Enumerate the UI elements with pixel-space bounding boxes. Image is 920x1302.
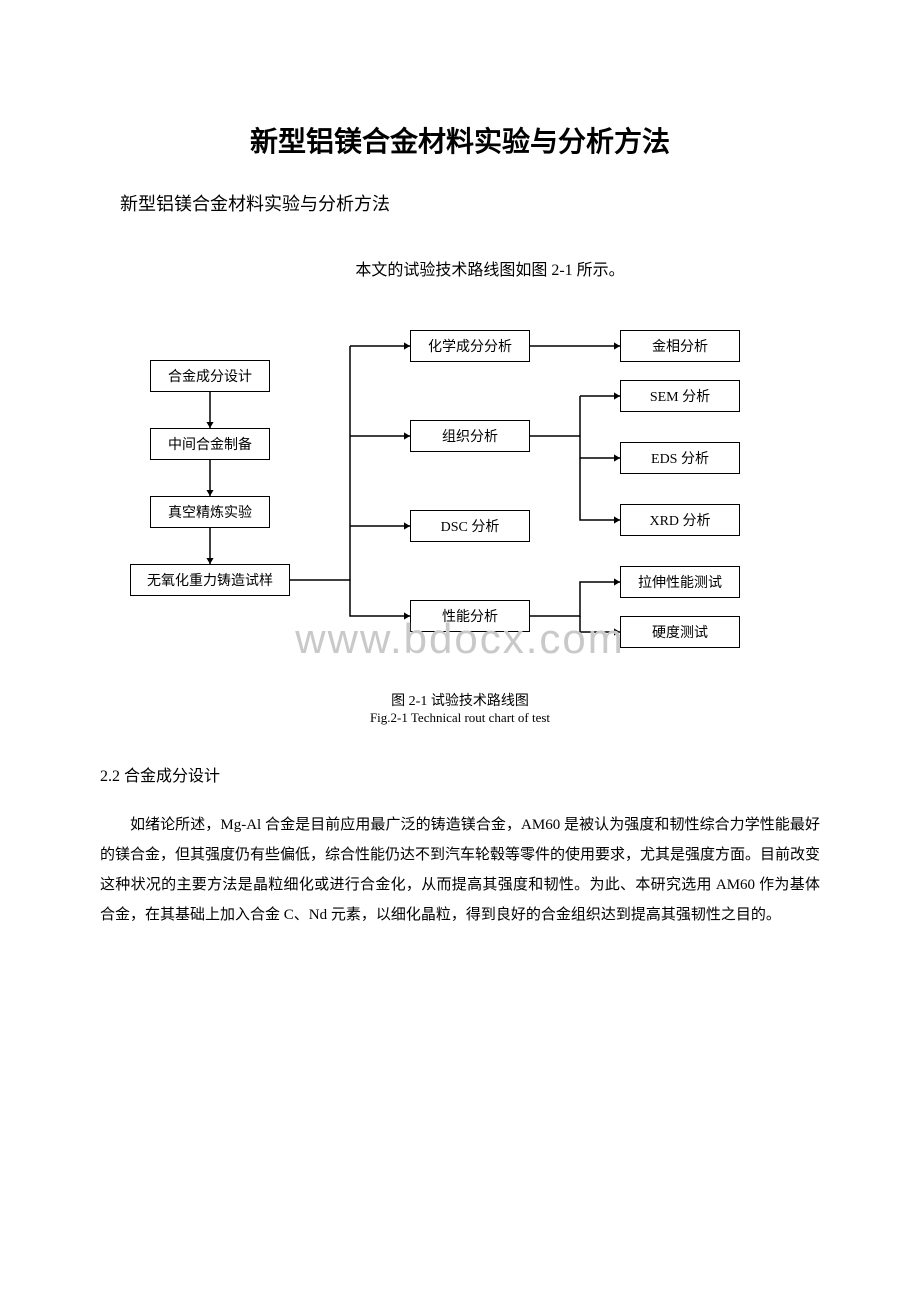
flowchart-node-eds: EDS 分析 xyxy=(620,442,740,474)
flowchart-node-chem: 化学成分分析 xyxy=(410,330,530,362)
flowchart-node-master: 中间合金制备 xyxy=(150,428,270,460)
flowchart-node-struct: 组织分析 xyxy=(410,420,530,452)
flowchart-node-dsc: DSC 分析 xyxy=(410,510,530,542)
flowchart-node-hard: 硬度测试 xyxy=(620,616,740,648)
flowchart-container: 合金成分设计中间合金制备真空精炼实验无氧化重力铸造试样 化学成分分析组织分析 DSC… xyxy=(130,320,790,680)
flowchart-node-sem: SEM 分析 xyxy=(620,380,740,412)
figure-caption-en: Fig.2-1 Technical rout chart of test xyxy=(100,710,820,726)
page-title: 新型铝镁合金材料实验与分析方法 xyxy=(100,120,820,160)
flowchart-node-xrd: XRD 分析 xyxy=(620,504,740,536)
section-heading: 2.2 合金成分设计 xyxy=(100,762,820,786)
flowchart-node-perf: 性能分析 xyxy=(410,600,530,632)
intro-text: 本文的试验技术路线图如图 2-1 所示。 xyxy=(100,256,820,280)
body-paragraph: 如绪论所述，Mg-Al 合金是目前应用最广泛的铸造镁合金，AM60 是被认为强度… xyxy=(100,810,820,930)
flowchart-node-vacuum: 真空精炼实验 xyxy=(150,496,270,528)
flowchart-node-cast: 无氧化重力铸造试样 xyxy=(130,564,290,596)
flowchart-node-metallo: 金相分析 xyxy=(620,330,740,362)
figure-caption-cn: 图 2-1 试验技术路线图 xyxy=(100,690,820,710)
page-subtitle: 新型铝镁合金材料实验与分析方法 xyxy=(100,190,820,216)
flowchart-node-tensile: 拉伸性能测试 xyxy=(620,566,740,598)
flowchart-node-design: 合金成分设计 xyxy=(150,360,270,392)
